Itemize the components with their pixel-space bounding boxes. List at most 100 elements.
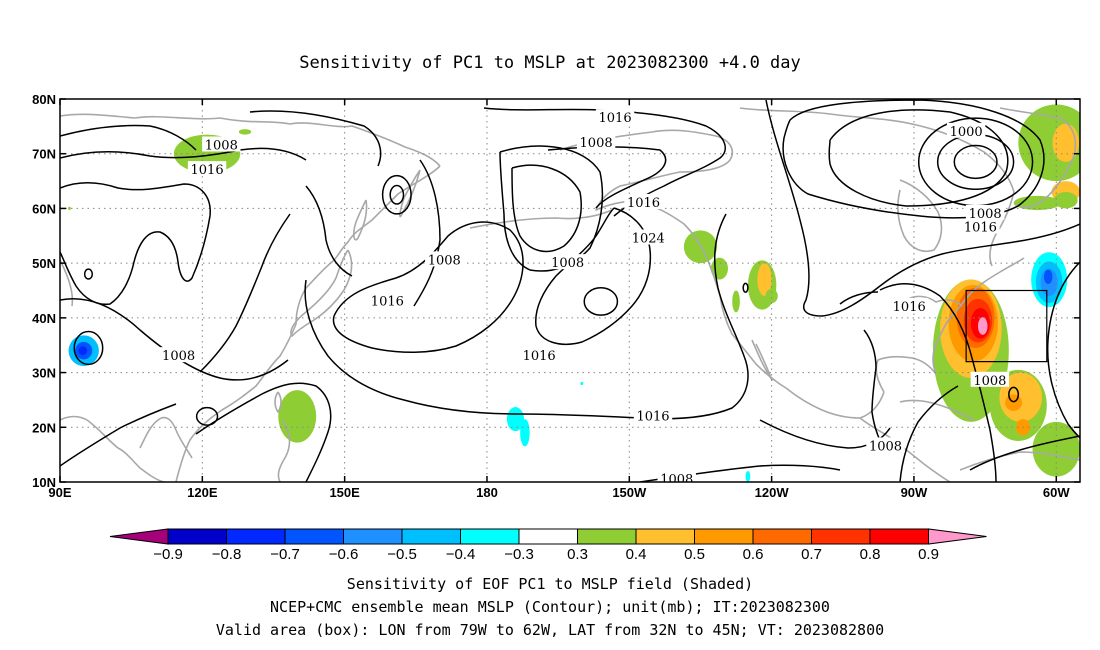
- colorbar-swatch: [284, 528, 344, 545]
- lat-tick-label: 70N: [32, 147, 56, 162]
- lon-tick-label: 180: [476, 485, 498, 500]
- lon-tick-label: 60W: [1043, 485, 1070, 500]
- lon-tick-label: 120E: [187, 485, 218, 500]
- lat-tick-label: 10N: [32, 475, 56, 490]
- contour-label-bg: [595, 109, 635, 125]
- contour-label: 1008: [869, 439, 902, 454]
- coast-philippines: [277, 419, 291, 482]
- colorbar-swatch: [518, 528, 578, 545]
- coast-japan: [290, 249, 353, 337]
- lon-tick-label: 150E: [329, 485, 360, 500]
- coast-labrador: [989, 191, 1015, 267]
- contour-label-bg: [202, 136, 241, 152]
- contour-label-bg: [965, 204, 1005, 220]
- contour-label-bg: [866, 437, 905, 453]
- high-pressure-contour: [583, 287, 619, 316]
- shaded-region: [1052, 123, 1080, 162]
- coastlines: [60, 107, 1080, 482]
- contour-label: 1008: [969, 207, 1002, 222]
- contour-label: 1016: [523, 349, 556, 364]
- lon-tick-label: 90E: [48, 485, 71, 500]
- colorbar-swatch: [811, 528, 871, 545]
- low-pressure-contour: [381, 174, 412, 215]
- contour-label: 1016: [627, 196, 660, 211]
- contour-1008-pacific-north: [413, 159, 441, 307]
- shaded-region: [238, 129, 252, 135]
- colorbar-label: −0.4: [446, 546, 476, 563]
- contour-label-bg: [159, 347, 198, 363]
- colorbar-label: 0.9: [918, 546, 939, 563]
- coast-cuba-caribbean: [899, 399, 975, 421]
- contour-label-bg: [890, 297, 929, 313]
- low-pressure-contour: [1008, 386, 1020, 403]
- coast-greenland: [999, 107, 1077, 208]
- coast-taiwan: [274, 391, 282, 413]
- colorbar-swatch: [343, 528, 403, 545]
- lat-tick-label: 60N: [32, 201, 56, 216]
- contour-label: 1008: [660, 472, 693, 487]
- contour-1000-iceland-low-outer: [828, 109, 1009, 207]
- contour-label: 1016: [893, 300, 926, 315]
- contour-1016-canada: [765, 99, 1080, 317]
- shaded-region: [745, 471, 751, 482]
- contour-label: 1016: [191, 163, 224, 178]
- figure-title: Sensitivity of PC1 to MSLP at 2023082300…: [299, 53, 801, 73]
- contour-1008-east-china-sea: [195, 382, 332, 482]
- lon-tick-label: 90W: [901, 485, 928, 500]
- lon-tick-label: 120W: [755, 485, 790, 500]
- contour-label-bg: [961, 218, 1000, 234]
- shaded-region: [506, 407, 524, 432]
- colorbar-label: 0.4: [626, 546, 647, 563]
- contour-label-bg: [633, 407, 673, 423]
- low-pressure-contour: [83, 268, 94, 280]
- coast-south-america: [959, 451, 1080, 471]
- contour-1008-caribbean: [899, 385, 959, 482]
- shaded-region: [978, 317, 988, 335]
- shaded-region: [1018, 104, 1080, 182]
- coast-indochina: [139, 416, 193, 459]
- contour-1008-gulf: [863, 329, 885, 449]
- colorbar-high-extension: [928, 528, 987, 545]
- contour-1008-south-china: [60, 403, 177, 467]
- shaded-region: [520, 419, 530, 447]
- shaded-region: [765, 288, 778, 304]
- contour-label: 1016: [964, 221, 997, 236]
- colorbar-label: 0.3: [567, 546, 588, 563]
- caption-line-2: NCEP+CMC ensemble mean MSLP (Contour); u…: [270, 598, 830, 616]
- colorbar-swatch: [460, 528, 520, 545]
- contour-label: 1016: [599, 111, 632, 126]
- lat-tick-label: 40N: [32, 311, 56, 326]
- lon-tick-label: 150W: [612, 485, 647, 500]
- contour-1016-subtropical: [304, 213, 749, 420]
- low-pressure-contour: [73, 330, 104, 366]
- contour-label: 1008: [428, 253, 461, 268]
- colorbar-swatch: [401, 528, 461, 545]
- coast-great-lakes: [905, 295, 963, 307]
- contour-1016-atlantic-high: [1046, 261, 1080, 439]
- map-area: 1016100810001008101610161008101610241008…: [60, 99, 1080, 487]
- lat-tick-label: 30N: [32, 366, 56, 381]
- shaded-region: [757, 263, 772, 296]
- contour-1016-eastern-us: [839, 291, 879, 305]
- contour-label: 1000: [950, 125, 983, 140]
- contour-label-bg: [946, 122, 986, 138]
- caption-line-1: Sensitivity of EOF PC1 to MSLP field (Sh…: [347, 575, 753, 593]
- lat-tick-label: 80N: [32, 92, 56, 107]
- shaded-region: [1013, 195, 1062, 211]
- contour-label: 1016: [371, 294, 404, 309]
- colorbar-low-extension: [109, 528, 169, 545]
- colorbar-swatch: [226, 528, 286, 545]
- coast-hudson-bay: [897, 179, 943, 252]
- contour-label-bg: [548, 254, 587, 270]
- colorbar-label: −0.7: [270, 546, 300, 563]
- colorbar-swatch: [635, 528, 695, 545]
- colorbar-swatch: [752, 528, 812, 545]
- contour-aleutian-low-inner: [511, 164, 582, 253]
- contour-label: 1008: [973, 374, 1006, 389]
- contour-1016-atlantic-south: [969, 435, 1080, 471]
- shaded-region: [78, 346, 88, 356]
- coast-alaska: [559, 129, 734, 257]
- contour-label: 1024: [632, 232, 665, 247]
- low-pressure-contour: [742, 282, 749, 293]
